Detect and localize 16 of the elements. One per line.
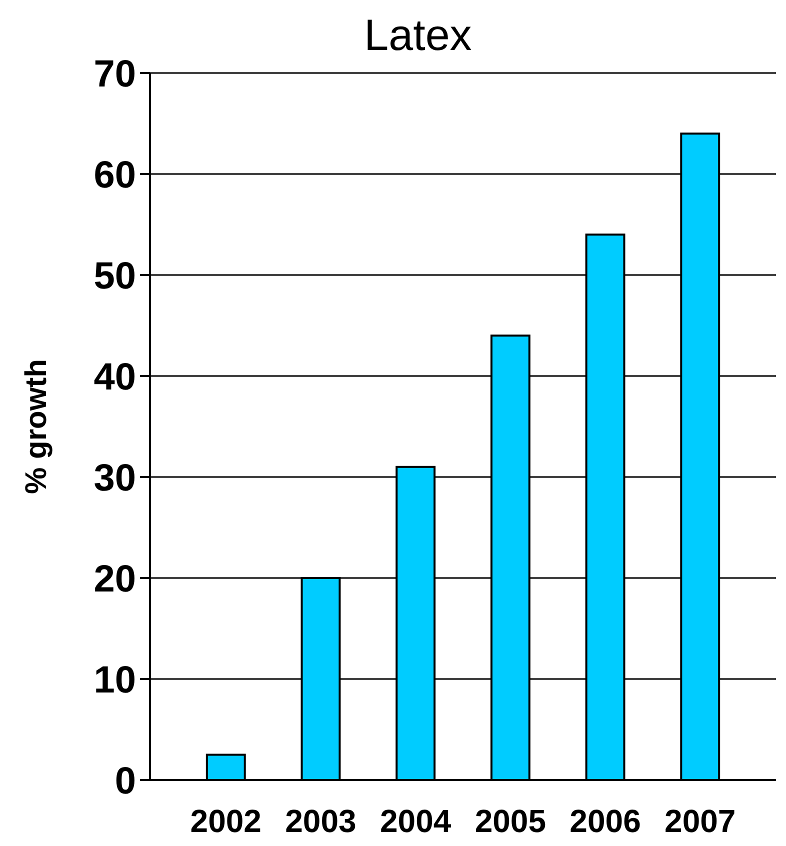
- x-tick-label: 2004: [380, 803, 452, 839]
- y-tick-label: 40: [94, 356, 136, 398]
- x-tick-label: 2006: [570, 803, 641, 839]
- y-tick-label: 20: [94, 558, 136, 600]
- chart-title: Latex: [364, 11, 472, 60]
- y-tick-label: 70: [94, 53, 136, 96]
- y-tick-label: 30: [94, 457, 136, 500]
- x-tick-label: 2005: [474, 803, 546, 839]
- x-tick-label: 2003: [285, 803, 356, 839]
- y-tick-label: 50: [94, 255, 136, 298]
- y-axis-title: % growth: [20, 359, 53, 494]
- y-tick-label: 0: [114, 760, 136, 802]
- x-tick-label: 2002: [190, 803, 262, 839]
- y-tick-label: 60: [94, 154, 136, 196]
- x-tick-label: 2007: [664, 803, 736, 839]
- y-tick-label: 10: [94, 659, 136, 702]
